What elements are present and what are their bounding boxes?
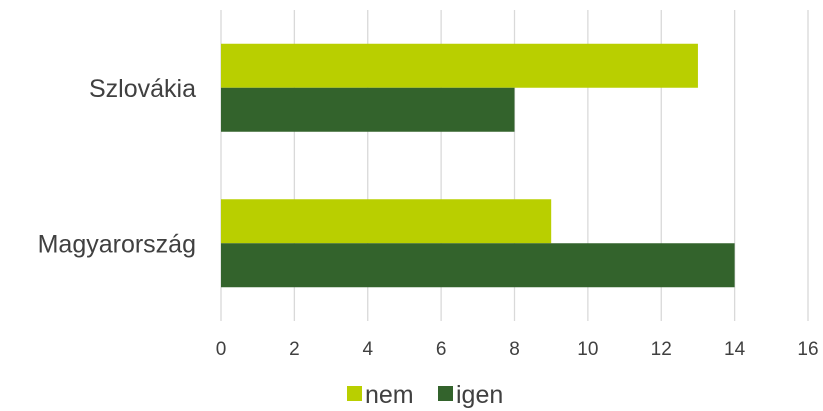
x-tick-label-16: 16	[797, 339, 818, 360]
legend: nem igen	[347, 381, 503, 409]
category-label-magyarorszag: Magyarország	[38, 230, 196, 258]
x-tick-label-0: 0	[216, 339, 227, 360]
legend-label-igen: igen	[456, 381, 503, 409]
x-tick-label-4: 4	[362, 339, 373, 360]
bar-szlovakia-nem	[221, 43, 698, 88]
bar-szlovakia-igen	[221, 87, 515, 132]
category-axis: Szlovákia Magyarország	[38, 75, 196, 259]
legend-swatch-igen	[438, 386, 453, 401]
x-tick-label-2: 2	[289, 339, 300, 360]
x-tick-label-14: 14	[724, 339, 746, 360]
x-tick-label-6: 6	[436, 339, 447, 360]
legend-label-nem: nem	[365, 381, 414, 409]
bar-magyarorszag-nem	[221, 199, 552, 244]
bar-magyarorszag-igen	[221, 243, 735, 288]
bars	[221, 43, 735, 288]
x-tick-label-12: 12	[651, 339, 672, 360]
x-tick-label-10: 10	[577, 339, 598, 360]
legend-swatch-nem	[347, 386, 362, 401]
value-axis: 0 2 4 6 8 10 12 14 16	[216, 339, 819, 360]
x-tick-label-8: 8	[509, 339, 520, 360]
category-label-szlovakia: Szlovákia	[89, 75, 196, 103]
